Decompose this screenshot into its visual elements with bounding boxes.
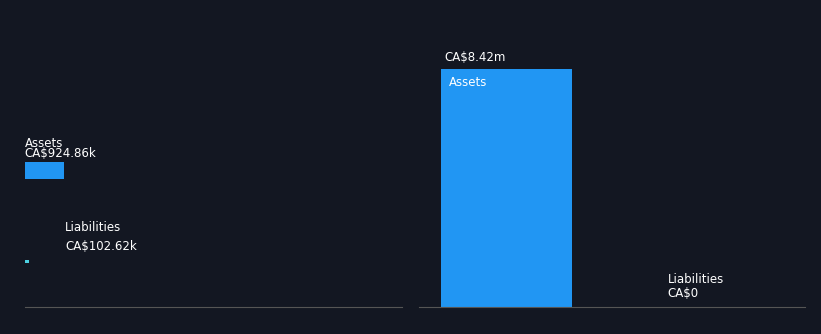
Text: Assets: Assets bbox=[25, 137, 63, 150]
Bar bbox=[25, 162, 64, 179]
Bar bbox=[25, 260, 29, 264]
Text: CA$924.86k: CA$924.86k bbox=[25, 147, 96, 160]
Text: CA$102.62k: CA$102.62k bbox=[65, 239, 136, 253]
Text: CA$0: CA$0 bbox=[667, 287, 699, 300]
Text: Assets: Assets bbox=[449, 76, 488, 89]
Text: CA$8.42m: CA$8.42m bbox=[444, 51, 506, 64]
Text: Liabilities: Liabilities bbox=[667, 273, 724, 286]
Bar bbox=[441, 69, 572, 307]
Text: Liabilities: Liabilities bbox=[65, 221, 122, 234]
